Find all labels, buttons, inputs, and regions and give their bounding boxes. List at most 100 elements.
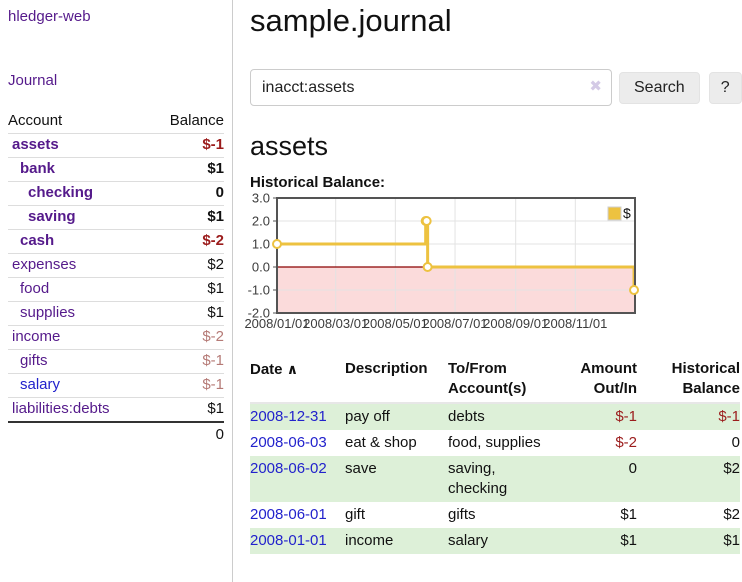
- account-row: assets $-1: [8, 133, 224, 158]
- account-balance: $1: [148, 397, 224, 423]
- transaction-amount: $-2: [615, 434, 637, 451]
- accounts-total-value: 0: [148, 421, 224, 447]
- svg-text:2008/09/01: 2008/09/01: [483, 316, 548, 331]
- account-balance: $1: [148, 301, 224, 326]
- accounts-table-body: assets $-1 bank $1 checking 0 saving $1 cash $-2 e…: [8, 133, 224, 423]
- sidebar-account-link[interactable]: cash: [20, 232, 55, 249]
- transaction-amount: $-1: [615, 408, 637, 425]
- accounts-header-account: Account: [8, 109, 149, 134]
- transaction-description: eat & shop: [345, 434, 417, 451]
- svg-text:2008/03/01: 2008/03/01: [303, 316, 368, 331]
- accounts-header-balance: Balance: [148, 109, 224, 134]
- transaction-accounts: gifts: [448, 506, 476, 523]
- transaction-description: income: [345, 532, 394, 549]
- account-balance: $1: [148, 277, 224, 302]
- account-row: bank $1: [8, 157, 224, 182]
- svg-text:$: $: [623, 205, 631, 221]
- journal-link[interactable]: Journal: [8, 72, 58, 89]
- transaction-accounts: debts: [448, 408, 485, 425]
- brand-link[interactable]: hledger-web: [8, 8, 91, 25]
- account-balance: $1: [148, 205, 224, 230]
- svg-text:2008/07/01: 2008/07/01: [422, 316, 487, 331]
- account-balance: $-1: [148, 373, 224, 398]
- sidebar-account-link[interactable]: salary: [20, 376, 61, 393]
- account-balance: $-1: [148, 349, 224, 374]
- search-button[interactable]: Search: [619, 71, 700, 104]
- account-row: liabilities:debts $1: [8, 397, 224, 423]
- svg-text:1.0: 1.0: [252, 237, 270, 252]
- account-balance: $2: [148, 253, 224, 278]
- historical-balance-chart: 3.0 2.0 1.0 0.0 -1.0 -2.02008/01/012008/03/01…: [244, 191, 640, 331]
- transaction-date-link[interactable]: 2008-06-03: [250, 434, 327, 451]
- transaction-row: 2008-06-02 save saving, checking 0 $2: [250, 456, 740, 502]
- main-content: sample.journal ✖ Search ? assets Histori…: [244, 0, 742, 554]
- svg-text:2.0: 2.0: [252, 214, 270, 229]
- register-table: Date ∧ Description To/From Account(s) Am…: [250, 357, 740, 554]
- nav-journal: Journal: [8, 72, 224, 90]
- accounts-table: Account Balance assets $-1 bank $1 checking 0…: [8, 109, 224, 447]
- transaction-accounts: salary: [448, 532, 489, 549]
- sidebar-account-link[interactable]: liabilities:debts: [12, 400, 110, 417]
- register-header-row: Date ∧ Description To/From Account(s) Am…: [250, 357, 740, 404]
- sidebar-account-link[interactable]: food: [20, 280, 50, 297]
- transaction-balance: $1: [723, 532, 740, 549]
- transaction-description: gift: [345, 506, 366, 523]
- transaction-row: 2008-06-03 eat & shop food, supplies $-2 0: [250, 430, 740, 456]
- sidebar-account-link[interactable]: assets: [12, 136, 59, 153]
- transaction-row: 2008-12-31 pay off debts $-1 $-1: [250, 403, 740, 430]
- chart-title: Historical Balance:: [250, 174, 386, 191]
- page-title: sample.journal: [250, 3, 452, 38]
- account-row: checking 0: [8, 181, 224, 206]
- transaction-date-link[interactable]: 2008-06-02: [250, 460, 327, 477]
- sort-ascending-icon[interactable]: ∧: [286, 361, 299, 377]
- sidebar-account-link[interactable]: checking: [28, 184, 94, 201]
- svg-text:-1.0: -1.0: [248, 283, 270, 298]
- sidebar-account-link[interactable]: supplies: [20, 304, 76, 321]
- account-row: expenses $2: [8, 253, 224, 278]
- account-row: saving $1: [8, 205, 224, 230]
- account-row: supplies $1: [8, 301, 224, 326]
- sidebar: hledger-web Journal Account Balance asse…: [0, 0, 233, 582]
- sidebar-account-link[interactable]: gifts: [20, 352, 48, 369]
- account-row: cash $-2: [8, 229, 224, 254]
- accounts-total-spacer: [8, 421, 149, 447]
- search-input[interactable]: [250, 69, 612, 106]
- account-row: gifts $-1: [8, 349, 224, 374]
- clear-search-icon[interactable]: ✖: [589, 78, 602, 95]
- account-heading: assets: [250, 131, 329, 161]
- sidebar-account-link[interactable]: bank: [20, 160, 56, 177]
- register-header-accounts: To/From Account(s): [448, 357, 558, 404]
- account-row: food $1: [8, 277, 224, 302]
- svg-text:2008/01/01: 2008/01/01: [244, 316, 309, 331]
- accounts-total-row: 0: [8, 421, 224, 447]
- sidebar-account-link[interactable]: expenses: [12, 256, 77, 273]
- transaction-date-link[interactable]: 2008-01-01: [250, 532, 327, 549]
- transaction-accounts: food, supplies: [448, 434, 541, 451]
- account-balance: 0: [148, 181, 224, 206]
- account-row: salary $-1: [8, 373, 224, 398]
- transaction-description: pay off: [345, 408, 390, 425]
- app-brand: hledger-web: [8, 8, 224, 26]
- help-button[interactable]: ?: [708, 71, 742, 104]
- transaction-row: 2008-01-01 income salary $1 $1: [250, 528, 740, 554]
- svg-text:3.0: 3.0: [252, 191, 270, 206]
- register-header-date[interactable]: Date ∧: [250, 357, 345, 404]
- transaction-date-link[interactable]: 2008-12-31: [250, 408, 327, 425]
- transaction-amount: 0: [628, 460, 637, 477]
- chart-container: 3.0 2.0 1.0 0.0 -1.0 -2.0 2008/01/01 2008/03/01…: [244, 191, 644, 336]
- account-balance: $-2: [148, 229, 224, 254]
- transaction-balance: $2: [723, 460, 740, 477]
- account-row: income $-2: [8, 325, 224, 350]
- register-table-body: 2008-12-31 pay off debts $-1 $-1 2008-06-03 ea…: [250, 403, 740, 554]
- sidebar-account-link[interactable]: income: [12, 328, 61, 345]
- transaction-amount: $1: [620, 506, 637, 523]
- transaction-date-link[interactable]: 2008-06-01: [250, 506, 327, 523]
- sidebar-account-link[interactable]: saving: [28, 208, 76, 225]
- svg-text:-2.0: -2.0: [248, 306, 270, 321]
- svg-text:2008/05/01: 2008/05/01: [363, 316, 428, 331]
- transaction-row: 2008-06-01 gift gifts $1 $2: [250, 502, 740, 528]
- transaction-balance: $2: [723, 506, 740, 523]
- register-header-description: Description: [345, 357, 448, 404]
- register-header-balance: Historical Balance: [645, 357, 740, 404]
- account-balance: $-1: [148, 133, 224, 158]
